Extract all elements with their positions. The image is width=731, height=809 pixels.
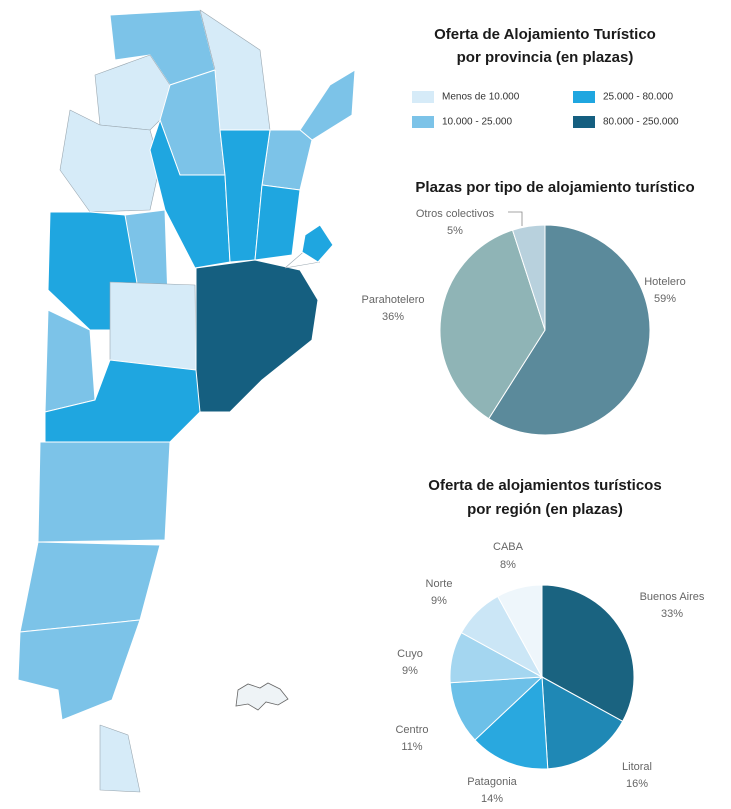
pie-value-label: 33%	[661, 608, 683, 620]
malvinas	[235, 682, 289, 711]
pie-value-label: 9%	[402, 665, 418, 677]
province	[37, 441, 171, 543]
pie-value-label: 14%	[481, 793, 503, 805]
province	[195, 259, 319, 413]
pie-label: CABA	[493, 541, 524, 553]
province	[17, 619, 141, 721]
legend-label: Menos de 10.000	[442, 92, 520, 103]
pie-label: Otros colectivos	[416, 208, 495, 220]
chart-title: Oferta de alojamientos turísticos	[428, 477, 661, 494]
legend-swatch	[573, 116, 595, 128]
legend-label: 80.000 - 250.000	[603, 117, 679, 128]
pie-slice	[511, 224, 546, 331]
province	[254, 184, 301, 261]
legend-swatch	[412, 116, 434, 128]
province	[261, 129, 313, 191]
legend-label: 10.000 - 25.000	[442, 117, 512, 128]
province-map	[17, 9, 356, 793]
chart-title: Plazas por tipo de alojamiento turístico	[415, 179, 694, 196]
legend-swatch	[573, 91, 595, 103]
chart-title: por región (en plazas)	[467, 501, 623, 518]
pie-slice	[541, 584, 635, 723]
legend-label: 25.000 - 80.000	[603, 92, 673, 103]
pie-label: Patagonia	[467, 776, 517, 788]
pie-label: Litoral	[622, 761, 652, 773]
pie-slice	[488, 224, 651, 436]
pie-label: Cuyo	[397, 648, 423, 660]
map-title: Oferta de Alojamiento Turístico	[434, 26, 656, 43]
province	[109, 281, 197, 371]
province	[301, 224, 334, 263]
pie-value-label: 5%	[447, 225, 463, 237]
province	[59, 109, 161, 213]
pie-slice	[496, 584, 543, 678]
pie-label: Hotelero	[644, 276, 686, 288]
pie-value-label: 8%	[500, 559, 516, 571]
pie-value-label: 16%	[626, 778, 648, 790]
pie-value-label: 9%	[431, 595, 447, 607]
pie-value-label: 59%	[654, 293, 676, 305]
leader-line	[508, 211, 523, 226]
pie-label: Centro	[395, 724, 428, 736]
pie-slice	[439, 229, 546, 420]
legend-swatch	[412, 91, 434, 103]
leader-line	[284, 261, 321, 269]
pie-value-label: 11%	[401, 741, 422, 753]
pie-slice	[541, 676, 624, 770]
pie-value-label: 36%	[382, 311, 404, 323]
province	[99, 724, 141, 793]
map-title: por provincia (en plazas)	[457, 49, 634, 66]
province	[299, 69, 356, 141]
pie-label: Buenos Aires	[640, 591, 705, 603]
pie-slice	[474, 675, 549, 770]
legend: Menos de 10.000 10.000 - 25.000 25.000 - 8…	[412, 91, 679, 128]
pie-label: Norte	[426, 578, 453, 590]
province	[19, 541, 161, 633]
pie-label: Parahotelero	[362, 294, 425, 306]
